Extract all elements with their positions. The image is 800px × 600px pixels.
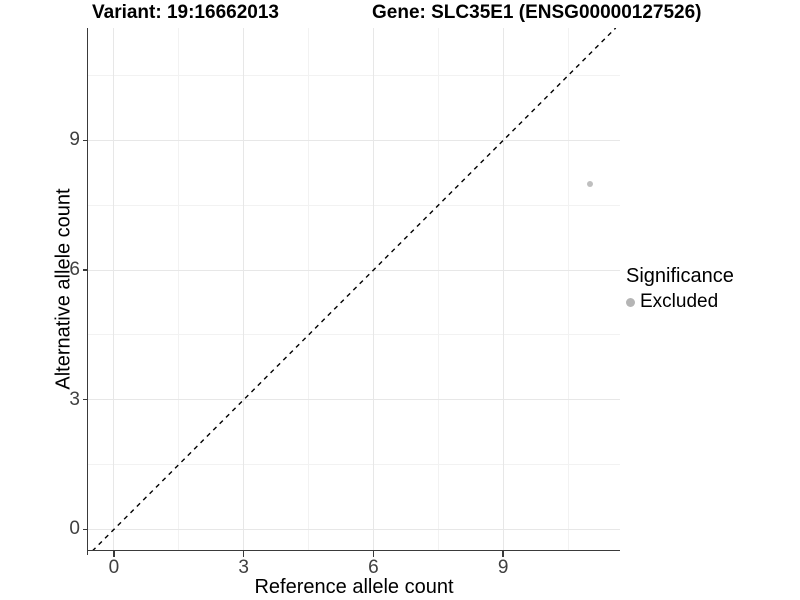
x-tick-label: 0: [108, 557, 120, 578]
y-tick-mark: [82, 139, 88, 142]
y-tick-mark: [82, 398, 88, 401]
legend-title: Significance: [626, 265, 734, 287]
x-gridline-major: [372, 28, 374, 551]
y-gridline-major: [88, 139, 620, 141]
x-gridline-major: [502, 28, 504, 551]
legend-entry-label: Excluded: [640, 291, 719, 312]
y-gridline-minor: [88, 464, 620, 466]
x-gridline-minor: [178, 28, 180, 551]
y-gridline-minor: [88, 204, 620, 206]
y-tick-label: 3: [69, 388, 80, 410]
plot-panel: [88, 28, 620, 551]
y-axis-title: Alternative allele count: [52, 188, 75, 390]
y-tick-mark: [82, 528, 88, 531]
x-tick-mark: [502, 551, 504, 557]
y-gridline-major: [88, 399, 620, 401]
x-tick-mark: [242, 551, 245, 557]
x-gridline-minor: [567, 28, 569, 551]
y-tick-label: 0: [69, 518, 80, 540]
x-tick-label: 6: [368, 557, 379, 578]
y-tick-label: 9: [69, 129, 80, 151]
legend: Significance Excluded: [626, 264, 734, 313]
x-gridline-minor: [308, 28, 310, 551]
x-tick-label: 3: [238, 557, 249, 578]
x-gridline-minor: [437, 28, 439, 551]
y-gridline-minor: [88, 334, 620, 336]
y-tick-label: 6: [69, 259, 80, 281]
plot-title-gene: Gene: SLC35E1 (ENSG00000127526): [372, 2, 702, 23]
y-gridline-minor: [88, 75, 620, 77]
legend-entry-excluded: Excluded: [626, 291, 734, 313]
plot-title-variant: Variant: 19:16662013: [92, 2, 279, 23]
x-tick-mark: [372, 551, 375, 557]
data-point: [586, 180, 593, 187]
y-gridline-major: [88, 269, 620, 271]
y-tick-mark: [82, 269, 88, 271]
y-axis-line: [86, 28, 89, 555]
x-tick-mark: [113, 551, 115, 557]
x-gridline-major: [113, 28, 115, 551]
identity-line: [91, 28, 617, 551]
x-gridline-major: [243, 28, 245, 551]
y-gridline-major: [88, 528, 620, 530]
x-tick-label: 9: [497, 557, 509, 578]
x-axis-title: Reference allele count: [254, 576, 454, 598]
x-axis-line: [86, 549, 620, 552]
legend-dot-excluded-icon: [626, 297, 635, 307]
